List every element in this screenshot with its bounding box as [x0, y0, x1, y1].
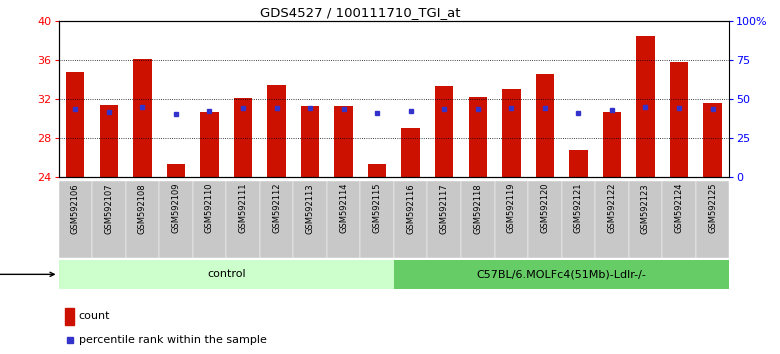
Text: GSM592115: GSM592115 — [373, 183, 381, 233]
Bar — [360, 181, 394, 258]
Text: GSM592124: GSM592124 — [675, 183, 683, 233]
Bar — [461, 181, 495, 258]
Text: GSM592121: GSM592121 — [574, 183, 583, 233]
Bar — [636, 36, 654, 177]
Bar — [662, 181, 696, 258]
Text: GSM592111: GSM592111 — [239, 183, 247, 233]
Text: GSM592123: GSM592123 — [641, 183, 650, 234]
Bar — [66, 308, 74, 325]
Bar — [394, 181, 427, 258]
Bar — [268, 85, 285, 177]
Bar — [502, 89, 520, 177]
Bar — [293, 181, 327, 258]
Text: GSM592109: GSM592109 — [172, 183, 180, 233]
Text: control: control — [207, 269, 246, 279]
Text: GSM592117: GSM592117 — [440, 183, 448, 234]
Text: GSM592114: GSM592114 — [339, 183, 348, 233]
Text: GSM592106: GSM592106 — [71, 183, 80, 234]
Bar — [394, 260, 729, 289]
Text: GSM592110: GSM592110 — [205, 183, 214, 233]
Bar — [234, 98, 252, 177]
Bar — [495, 181, 528, 258]
Bar — [260, 181, 293, 258]
Bar — [528, 181, 562, 258]
Text: GSM592120: GSM592120 — [541, 183, 549, 233]
Bar — [368, 164, 386, 177]
Bar — [562, 181, 595, 258]
Bar — [335, 106, 353, 177]
Text: percentile rank within the sample: percentile rank within the sample — [79, 335, 267, 346]
Bar — [603, 112, 621, 177]
Text: GSM592119: GSM592119 — [507, 183, 516, 233]
Text: GSM592116: GSM592116 — [406, 183, 415, 234]
Bar — [159, 181, 193, 258]
Bar — [469, 97, 487, 177]
Bar — [100, 105, 118, 177]
Bar — [402, 128, 420, 177]
Bar — [126, 181, 159, 258]
Bar — [301, 106, 319, 177]
Bar — [58, 181, 92, 258]
Text: count: count — [79, 312, 110, 321]
Bar — [569, 150, 587, 177]
Bar — [427, 181, 461, 258]
Bar — [435, 86, 453, 177]
Bar — [704, 103, 722, 177]
Bar — [226, 181, 260, 258]
Bar — [595, 181, 629, 258]
Bar — [629, 181, 662, 258]
Bar — [58, 260, 394, 289]
Title: GDS4527 / 100111710_TGI_at: GDS4527 / 100111710_TGI_at — [260, 6, 461, 19]
Text: genotype/variation: genotype/variation — [0, 269, 54, 279]
Bar — [66, 72, 84, 177]
Text: GSM592108: GSM592108 — [138, 183, 147, 234]
Bar — [133, 59, 151, 177]
Bar — [193, 181, 226, 258]
Text: GSM592125: GSM592125 — [708, 183, 717, 233]
Bar — [200, 112, 218, 177]
Text: GSM592113: GSM592113 — [306, 183, 314, 234]
Bar — [327, 181, 360, 258]
Bar — [696, 181, 729, 258]
Bar — [536, 74, 554, 177]
Bar — [92, 181, 126, 258]
Text: GSM592112: GSM592112 — [272, 183, 281, 233]
Bar — [167, 164, 185, 177]
Bar — [670, 62, 688, 177]
Text: GSM592118: GSM592118 — [473, 183, 482, 234]
Text: GSM592122: GSM592122 — [608, 183, 616, 233]
Text: C57BL/6.MOLFc4(51Mb)-Ldlr-/-: C57BL/6.MOLFc4(51Mb)-Ldlr-/- — [477, 269, 647, 279]
Text: GSM592107: GSM592107 — [105, 183, 113, 234]
